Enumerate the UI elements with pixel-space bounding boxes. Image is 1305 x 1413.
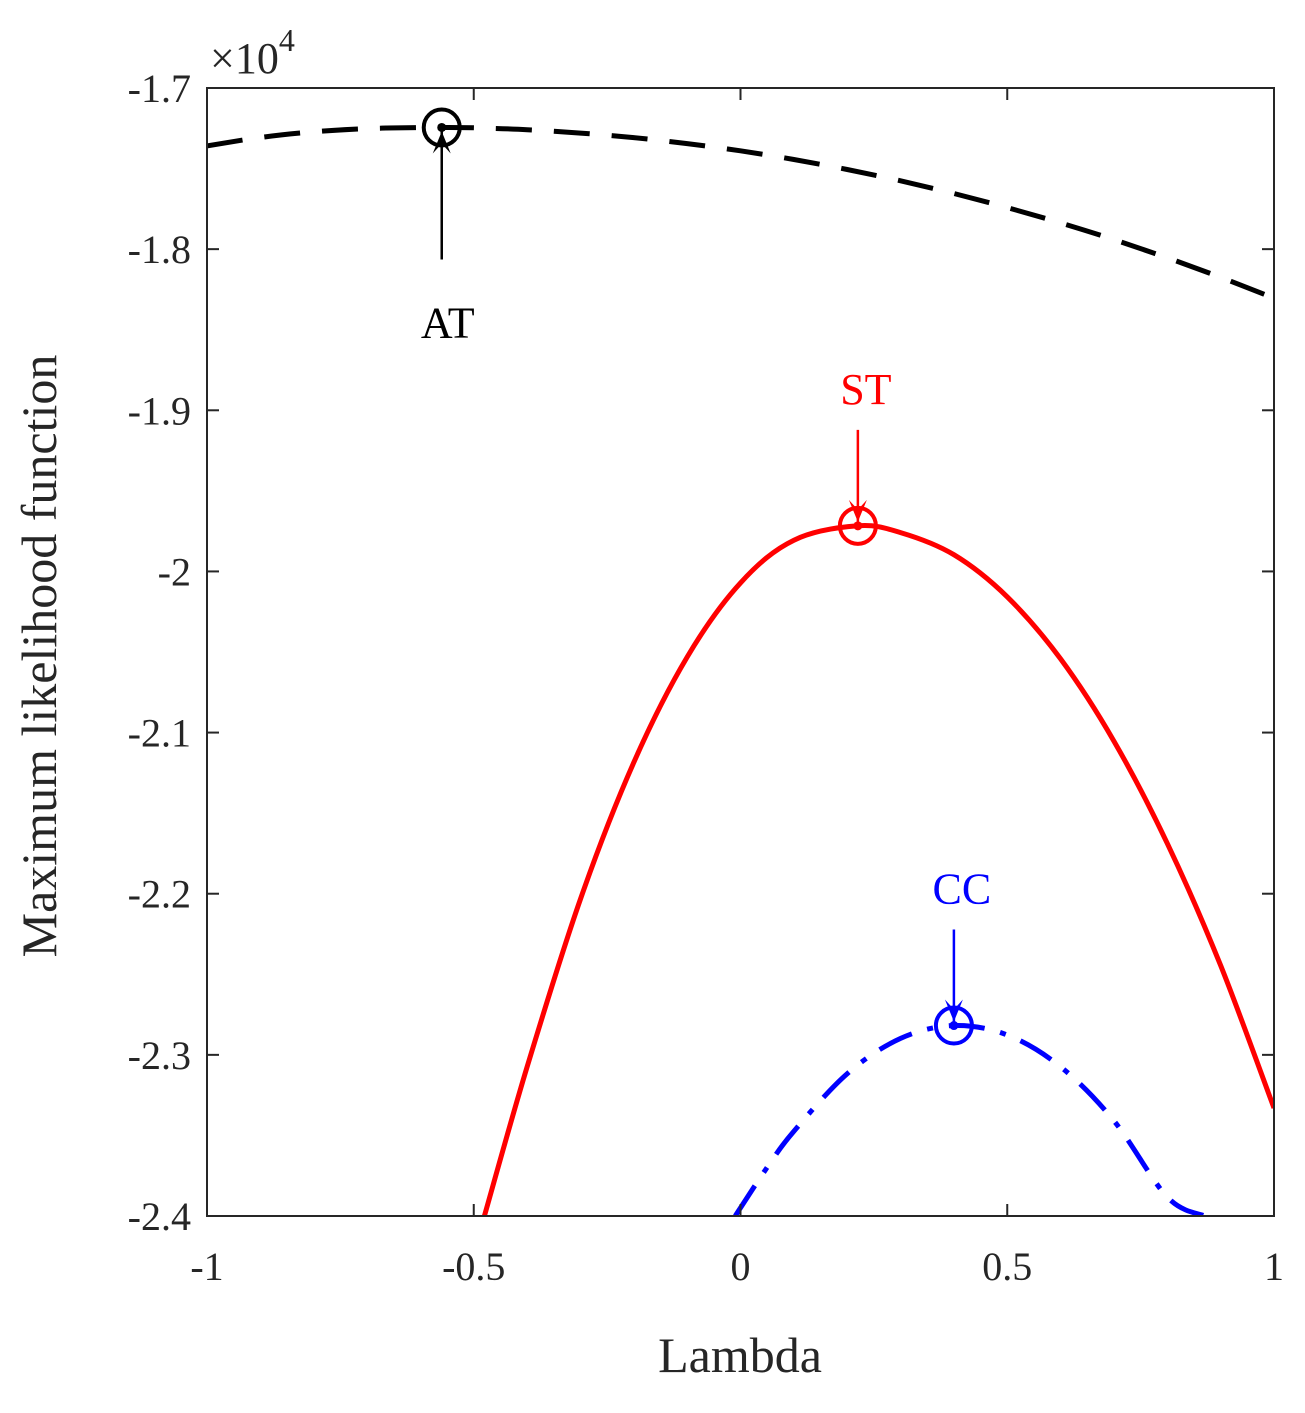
x-tick-label: 0.5 — [982, 1244, 1032, 1289]
y-tick-label: -2.1 — [128, 711, 191, 756]
series-line-cc — [733, 1022, 1206, 1216]
annotation-layer: AT ST CC — [421, 131, 992, 1022]
y-axis-title: Maximum likelihood function — [11, 355, 67, 958]
annotation-label-st: ST — [840, 365, 891, 414]
y-tick-label: -1.9 — [128, 388, 191, 433]
y-tick-label: -2.3 — [128, 1033, 191, 1078]
plot-frame — [206, 87, 1275, 1217]
y-tick-label: -2.4 — [128, 1194, 191, 1239]
y-tick-label: -1.8 — [128, 227, 191, 272]
annotation-label-cc: CC — [933, 865, 992, 914]
y-tick-label: -1.7 — [128, 66, 191, 111]
y-tick-label: -2.2 — [128, 872, 191, 917]
series-line-at — [207, 124, 1274, 301]
x-axis-title: Lambda — [658, 1327, 822, 1383]
y-multiplier-base: ×10 — [210, 34, 279, 83]
x-axis: -1 -0.5 0 0.5 1 — [190, 88, 1284, 1289]
annotation-arrow-st-head — [848, 499, 867, 522]
x-tick-label: 0 — [731, 1244, 751, 1289]
peak-point-cc — [949, 1021, 959, 1031]
annotation-arrow-cc-head — [944, 999, 963, 1022]
annotation-label-at: AT — [421, 298, 475, 347]
y-multiplier: ×104 — [210, 22, 295, 83]
x-tick-label: -1 — [190, 1244, 223, 1289]
x-tick-label: -0.5 — [442, 1244, 505, 1289]
y-multiplier-exponent: 4 — [279, 22, 295, 58]
annotation-arrow-at-head — [432, 131, 451, 154]
series-layer — [207, 124, 1274, 1216]
peak-point-st — [853, 521, 863, 531]
y-axis: -1.7 -1.8 -1.9 -2 -2.1 -2.2 -2.3 -2.4 — [128, 66, 1274, 1239]
peak-point-at — [437, 122, 447, 132]
x-tick-label: 1 — [1264, 1244, 1284, 1289]
y-tick-label: -2 — [158, 549, 191, 594]
peak-marker-layer — [421, 107, 974, 1046]
series-line-st — [481, 523, 1274, 1216]
